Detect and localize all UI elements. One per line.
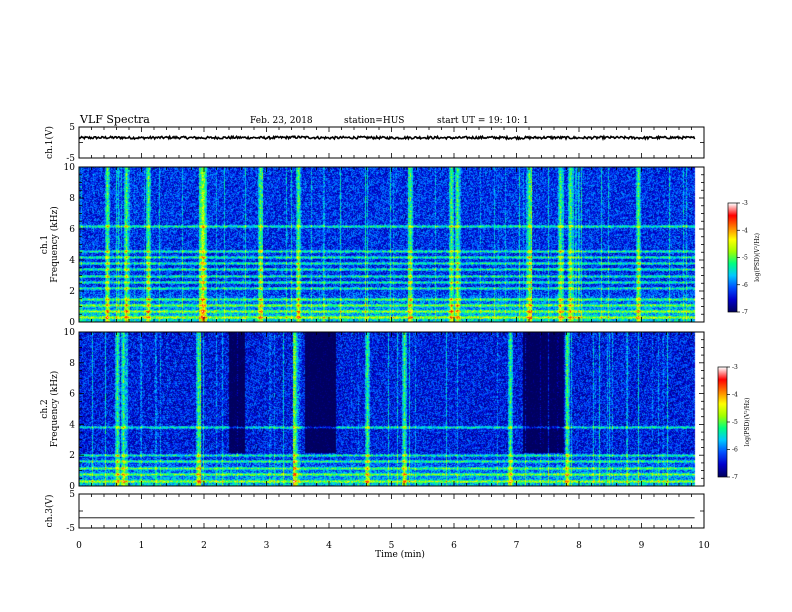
- figure-title: VLF Spectra: [79, 113, 150, 126]
- y-tick-label: 4: [69, 256, 75, 266]
- y-tick-label: 6: [69, 390, 75, 400]
- x-tick-label: 6: [451, 541, 457, 551]
- colorbar-tick-label: -3: [732, 364, 738, 371]
- spectrogram-ch2-panel: 0 2 4 6 8 10 ch.2Frequency (kHz): [40, 328, 705, 492]
- x-tick-label: 1: [139, 541, 145, 551]
- colorbar-ch2: -3 -4 -5 -6 -7 log(PSD)(V²/Hz): [717, 364, 751, 481]
- colorbar-label: log(PSD)(V²/Hz): [744, 398, 751, 447]
- x-tick-label: 10: [698, 541, 710, 551]
- colorbar-tick-label: -5: [742, 255, 748, 262]
- station-label: station=HUS: [344, 116, 404, 126]
- waveform-ch1-panel: 5 -5 ch.1(V): [44, 123, 705, 164]
- y-tick-label: 4: [69, 420, 75, 430]
- waveform-line: [78, 134, 696, 141]
- colorbar-ch2-gradient: [718, 367, 727, 477]
- colorbar-tick-label: -7: [742, 309, 748, 316]
- y-tick-label: 6: [69, 225, 75, 235]
- colorbar-label: log(PSD)(V²/Hz): [754, 233, 761, 282]
- colorbar-tick-label: -6: [732, 447, 738, 454]
- colorbar-tick-label: -5: [732, 419, 738, 426]
- time-axis: 0 1 2 3 4 5 6 7 8 9 10: [76, 541, 710, 551]
- y-tick-label: 10: [64, 163, 76, 173]
- x-tick-label: 3: [264, 541, 270, 551]
- panel-frame: [78, 493, 705, 529]
- y-axis-label: ch.3(V): [44, 495, 55, 528]
- start-time-label: start UT = 19: 10: 1: [437, 116, 529, 126]
- y-tick-label: -5: [66, 154, 75, 164]
- x-tick-label: 9: [639, 541, 645, 551]
- y-axis-label: ch.2Frequency (kHz): [40, 371, 60, 448]
- y-tick-label: 2: [69, 451, 75, 461]
- y-tick-label: 5: [69, 123, 75, 133]
- x-tick-label: 8: [576, 541, 582, 551]
- colorbar-tick-label: -4: [732, 392, 738, 399]
- date-label: Feb. 23, 2018: [250, 116, 313, 126]
- y-tick-label: 0: [69, 482, 75, 492]
- spectrogram-ch2-image: [79, 332, 704, 486]
- spectrogram-ch1-image: [79, 167, 704, 322]
- colorbar-tick-label: -6: [742, 282, 748, 289]
- y-tick-label: 10: [64, 328, 76, 338]
- y-axis-label: ch.1(V): [44, 126, 55, 159]
- waveform-ch3-panel: 5 -5 ch.3(V): [44, 490, 705, 534]
- x-axis-label: Time (min): [375, 549, 425, 560]
- y-tick-label: 8: [69, 194, 75, 204]
- x-tick-label: 2: [201, 541, 207, 551]
- y-tick-label: 0: [69, 318, 75, 328]
- y-axis-label: ch.1Frequency (kHz): [40, 206, 60, 283]
- x-tick-label: 4: [326, 541, 332, 551]
- x-tick-label: 0: [76, 541, 82, 551]
- y-tick-label: 5: [69, 490, 75, 500]
- spectrogram-ch1-panel: 0 2 4 6 8 10 ch.1Frequency (kHz): [40, 163, 705, 328]
- y-tick-label: 8: [69, 359, 75, 369]
- colorbar-ch1-gradient: [728, 203, 737, 312]
- colorbar-ch1: -3 -4 -5 -6 -7 log(PSD)(V²/Hz): [727, 200, 761, 316]
- x-tick-label: 7: [514, 541, 520, 551]
- colorbar-tick-label: -3: [742, 200, 748, 207]
- x-tick-label: 5: [389, 541, 395, 551]
- colorbar-tick-label: -4: [742, 227, 748, 234]
- y-tick-label: 2: [69, 287, 75, 297]
- colorbar-tick-label: -7: [732, 474, 738, 481]
- y-tick-label: -5: [66, 524, 75, 534]
